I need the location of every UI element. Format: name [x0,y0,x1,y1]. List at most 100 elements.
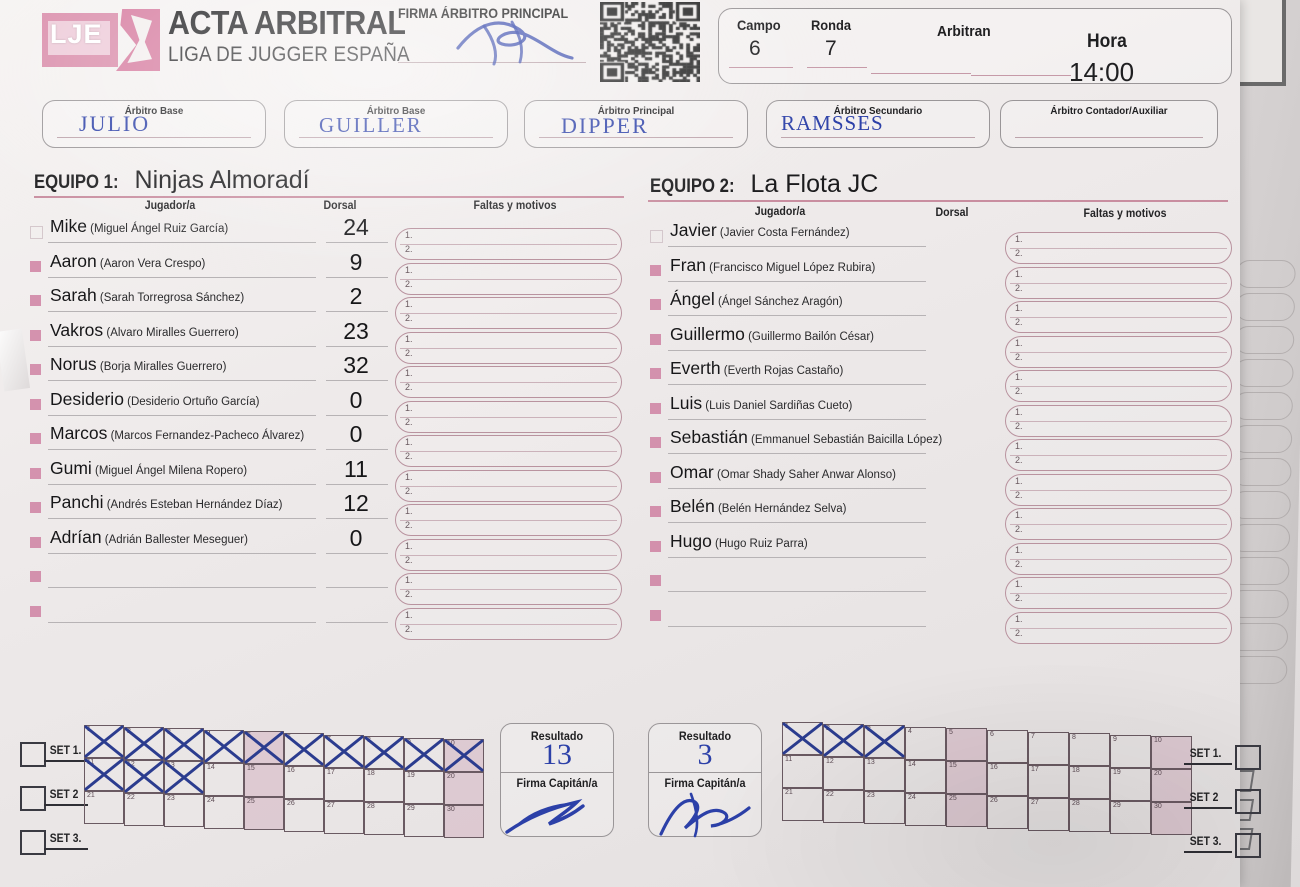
player-row[interactable]: Gumi (Miguel Ángel Milena Ropero) 11 [30,456,410,490]
score-cell[interactable]: 28 [1069,799,1110,833]
player-row[interactable]: Everth (Everth Rojas Castaño)11 [650,358,1030,390]
player-row[interactable]: Belén (Belén Hernández Selva)20 [650,496,1030,528]
player-marker[interactable] [650,402,661,414]
fault-entry[interactable]: 1. 2. [395,469,622,502]
score-cell[interactable]: 8 [364,736,404,770]
score-cell[interactable]: 21 [84,791,124,824]
referee-slot-4[interactable]: Árbitro Contador/Auxiliar [1000,100,1218,148]
result-box-team2[interactable]: Resultado 3 Firma Capitán/a [648,723,762,838]
fault-entry[interactable]: 1. 2. [1005,473,1232,506]
set-checkbox[interactable] [1235,745,1261,770]
player-row[interactable] [650,565,1030,597]
score-cell[interactable]: 22 [823,789,864,823]
result-box-team1[interactable]: Resultado 13 Firma Capitán/a [500,723,614,837]
score-cell[interactable]: 27 [324,800,364,834]
score-cell[interactable]: 19 [404,770,444,804]
score-cell[interactable]: 11 [782,755,823,788]
score-cell[interactable]: 9 [404,737,444,771]
fault-entry[interactable]: 1. 2. [1005,266,1232,299]
player-marker[interactable] [650,299,661,310]
score-cell[interactable]: 19 [1110,767,1151,801]
player-row[interactable]: Hugo (Hugo Ruiz Parra)45 [650,531,1030,563]
player-row[interactable]: Vakros (Alvaro Miralles Guerrero) 23 [30,318,410,352]
fault-entry[interactable]: 1. 2. [395,607,622,640]
score-cell[interactable]: 25 [946,794,987,828]
fault-entry[interactable]: 1. 2. [1005,370,1232,402]
referee-slot-3[interactable]: Árbitro Secundario RAMSSES [766,100,990,148]
score-cell[interactable]: 27 [1028,797,1069,831]
score-cell[interactable]: 17 [324,767,364,801]
fault-entry[interactable]: 1. 2. [1005,335,1232,368]
player-row[interactable]: Marcos (Marcos Fernandez-Pacheco Álvarez… [30,421,410,455]
fault-entry[interactable]: 1. 2. [395,228,622,260]
player-row[interactable]: Guillermo (Guillermo Bailón César)22 [650,324,1030,356]
set-checkbox[interactable] [1235,789,1261,814]
fault-entry[interactable]: 1. 2. [1005,439,1232,471]
fault-entry[interactable]: 1. 2. [1005,301,1232,333]
score-cell[interactable]: 16 [284,766,324,799]
score-cell[interactable]: 10 [444,739,484,773]
score-cell[interactable]: 13 [164,761,204,795]
score-cell[interactable]: 5 [244,731,284,765]
fault-entry[interactable]: 1. 2. [395,297,622,329]
fault-entry[interactable]: 1. 2. [395,366,622,398]
score-cell[interactable]: 6 [284,733,324,766]
player-row[interactable]: Aaron (Aaron Vera Crespo) 9 [30,249,410,283]
score-cell[interactable]: 4 [204,729,244,763]
player-marker[interactable] [650,437,661,448]
score-cell[interactable]: 21 [782,788,823,821]
player-marker[interactable] [650,368,661,379]
score-cell[interactable]: 18 [1069,766,1110,800]
score-cell[interactable]: 20 [444,772,484,806]
set-checkbox[interactable] [20,830,46,855]
score-cell[interactable]: 17 [1028,764,1069,798]
score-cell[interactable]: 13 [864,758,905,792]
score-cell[interactable]: 12 [124,759,164,793]
fault-entry[interactable]: 1. 2. [1005,611,1232,644]
score-cell[interactable]: 3 [164,728,204,762]
player-row[interactable]: Omar (Omar Shady Saher Anwar Alonso)33 [650,462,1030,494]
player-marker[interactable] [650,575,661,586]
fault-entry[interactable]: 1. 2. [395,538,622,571]
fault-entry[interactable]: 1. 2. [395,573,622,605]
player-row[interactable]: Mike (Miguel Ángel Ruiz García) 24 [30,214,410,248]
player-row[interactable]: Norus (Borja Miralles Guerrero) 32 [30,352,410,386]
fault-entry[interactable]: 1. 2. [395,400,622,433]
score-cell[interactable]: 2 [823,723,864,757]
player-row[interactable] [650,600,1030,632]
fault-entry[interactable]: 1. 2. [395,435,622,467]
player-marker[interactable] [30,502,41,513]
player-marker[interactable] [650,506,661,517]
score-cell[interactable]: 6 [987,730,1028,763]
player-row[interactable]: Javier (Javier Costa Fernández)2 [650,220,1030,252]
player-row[interactable]: Adrían (Adrián Ballester Meseguer) 0 [30,525,410,559]
score-cell[interactable]: 14 [204,762,244,796]
score-cell[interactable]: 23 [164,794,204,828]
referee-slot-0[interactable]: Árbitro Base JULIO [42,100,266,148]
player-marker[interactable] [30,329,41,341]
score-cell[interactable]: 16 [987,763,1028,796]
score-cell[interactable]: 29 [404,803,444,837]
score-cell[interactable]: 24 [905,792,946,826]
score-cell[interactable]: 26 [284,799,324,832]
referee-slot-2[interactable]: Árbitro Principal DIPPER [524,100,748,148]
player-row[interactable]: Desiderio (Desiderio Ortuño García) 0 [30,387,410,421]
player-row[interactable]: Sarah (Sarah Torregrosa Sánchez) 2 [30,283,410,317]
player-marker[interactable] [30,467,41,479]
score-cell[interactable]: 12 [823,756,864,790]
score-cell[interactable]: 15 [244,764,284,798]
score-cell[interactable]: 8 [1069,733,1110,767]
player-marker[interactable] [30,536,41,548]
score-cell[interactable]: 7 [324,734,364,768]
player-marker[interactable] [650,264,661,276]
score-cell[interactable]: 28 [364,802,404,836]
player-marker[interactable] [30,295,41,306]
player-row[interactable] [30,561,410,593]
player-marker[interactable] [650,333,661,345]
score-cell[interactable]: 26 [987,796,1028,829]
player-row[interactable]: Luis (Luis Daniel Sardiñas Cueto)24 [650,393,1030,425]
score-cell[interactable]: 15 [946,761,987,795]
player-marker[interactable] [650,471,661,483]
score-cell[interactable]: 2 [124,726,164,760]
score-cell[interactable]: 14 [905,759,946,793]
